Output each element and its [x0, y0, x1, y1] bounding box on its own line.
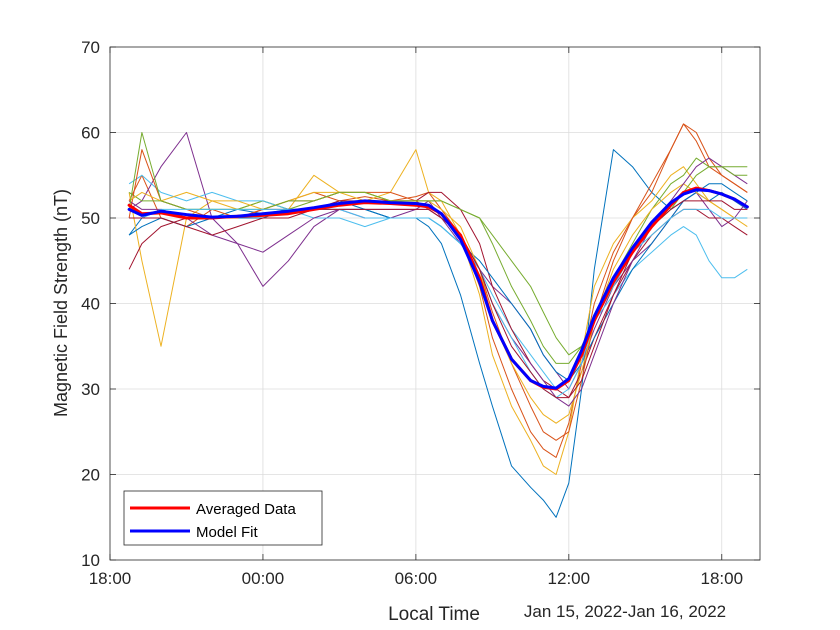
legend: Averaged Data Model Fit [123, 490, 323, 546]
background-series-line-9 [128, 123, 748, 441]
x-tick-label: 18:00 [700, 569, 743, 588]
x-axis-date-range: Jan 15, 2022-Jan 16, 2022 [524, 602, 726, 621]
y-tick-label: 40 [81, 295, 100, 314]
x-axis-label: Local Time [388, 604, 480, 625]
background-series-line-5 [128, 157, 748, 364]
x-tick-label: 18:00 [89, 569, 132, 588]
main-series-lines [127, 186, 749, 391]
y-tick-label: 70 [81, 38, 100, 57]
y-tick-label: 60 [81, 124, 100, 143]
y-tick-label: 20 [81, 466, 100, 485]
y-axis-label: Magnetic Field Strength (nT) [51, 189, 71, 417]
series-line-model-fit [127, 188, 749, 390]
legend-label-model-fit: Model Fit [196, 524, 259, 541]
y-tick-label: 30 [81, 380, 100, 399]
background-series-line-8 [128, 183, 748, 381]
y-tick-label: 10 [81, 551, 100, 570]
legend-label-averaged-data: Averaged Data [196, 501, 296, 518]
legend-box [123, 490, 323, 546]
background-series-line-14 [129, 200, 748, 399]
y-tick-label: 50 [81, 209, 100, 228]
background-series-line-6 [128, 174, 748, 390]
x-tick-label: 12:00 [548, 569, 591, 588]
x-tick-label: 00:00 [242, 569, 285, 588]
x-tick-label: 06:00 [395, 569, 438, 588]
axis-ticks: 10 20 30 40 50 60 70 18:00 00:00 06:00 12:00 18:00 [81, 38, 760, 588]
background-series-lines [128, 123, 748, 518]
